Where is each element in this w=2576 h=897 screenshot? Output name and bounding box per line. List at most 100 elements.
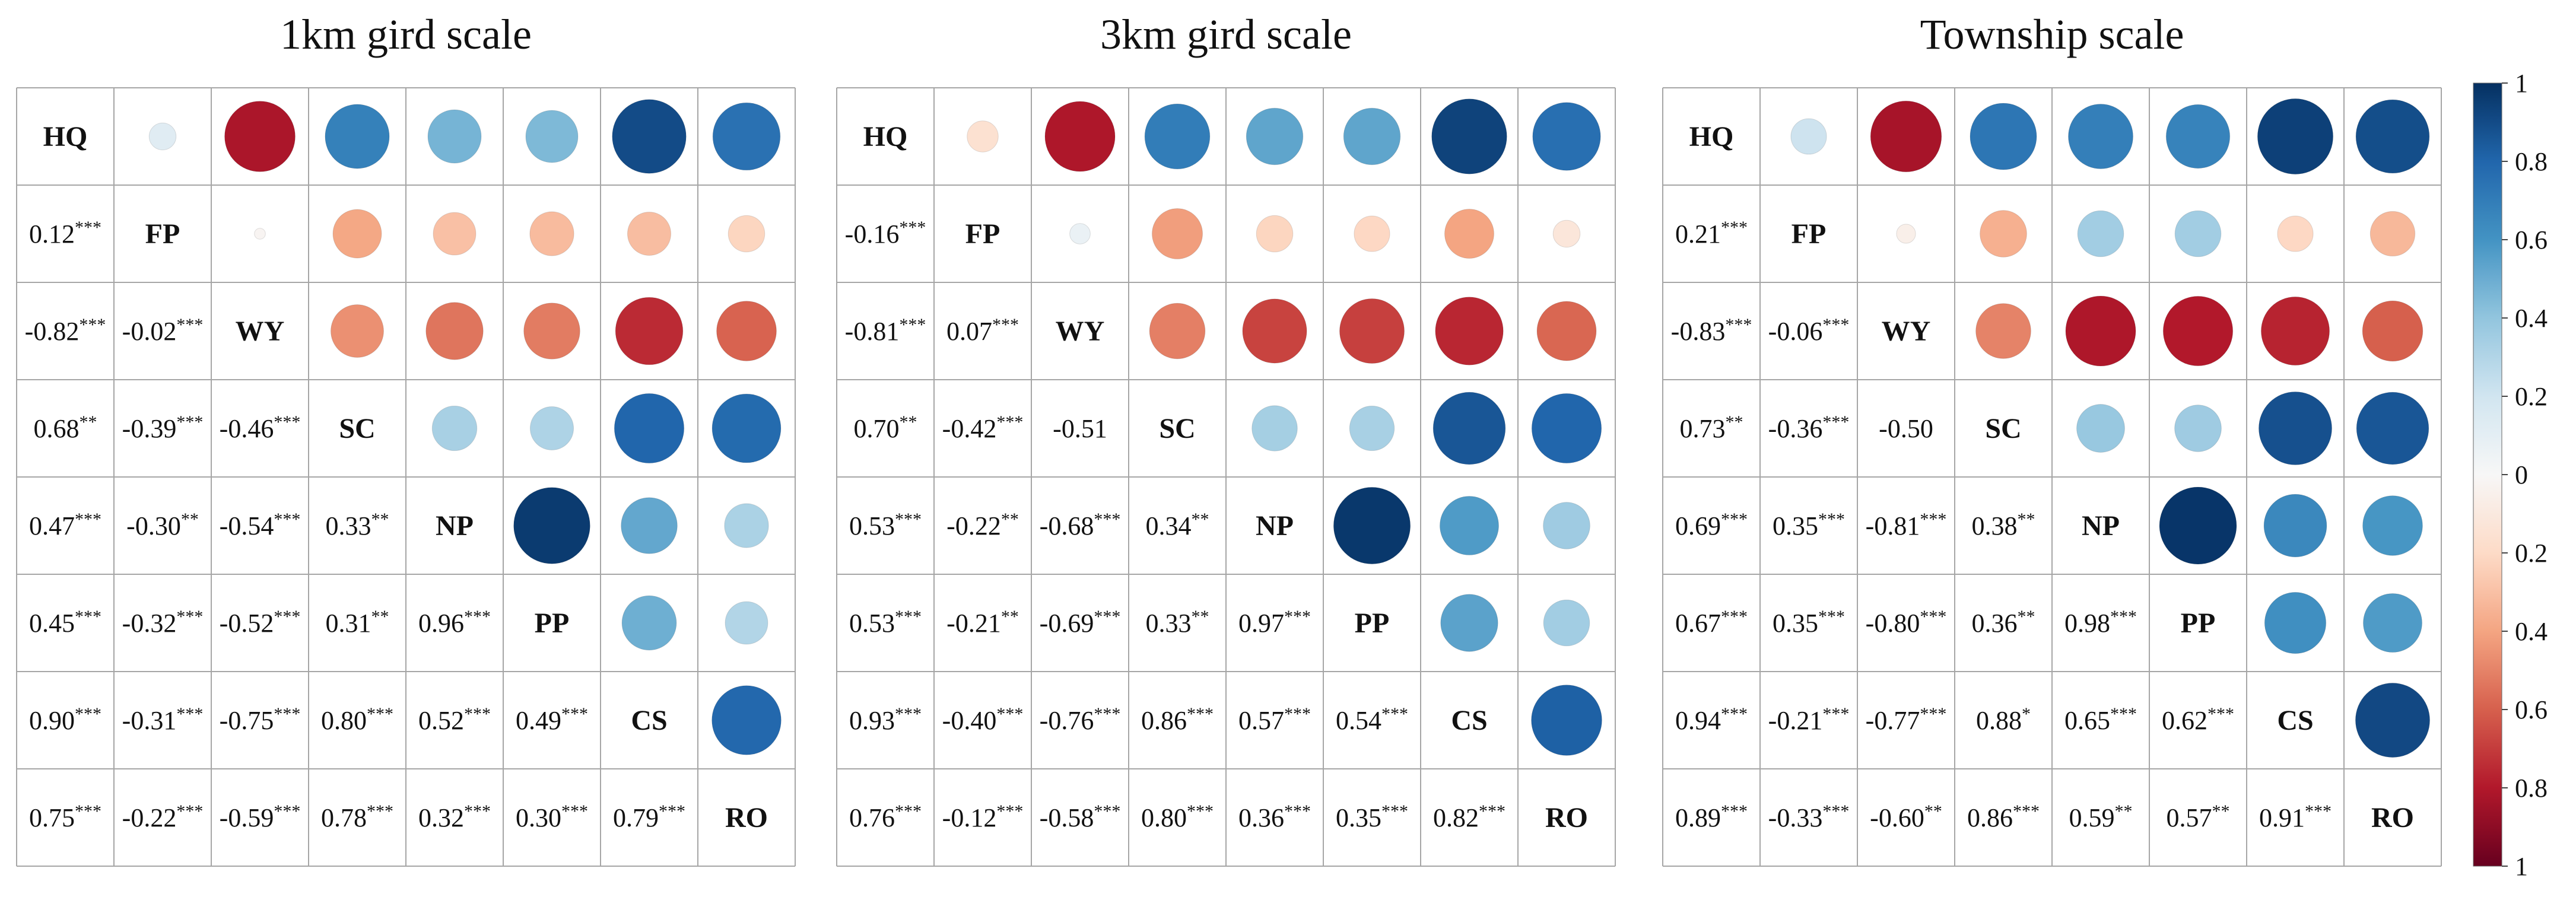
correlation-circle [967, 120, 999, 152]
coefficient-label: -0.22** [946, 510, 1019, 540]
correlation-circle [1149, 303, 1206, 360]
coefficient-label: 0.89*** [1675, 801, 1748, 832]
correlation-circle [1543, 599, 1590, 647]
correlation-circle [513, 487, 590, 564]
correlation-circle [2362, 300, 2423, 362]
variable-label-fp: FP [965, 218, 1000, 250]
variable-label-np: NP [436, 510, 474, 542]
coefficient-label: -0.16*** [845, 218, 926, 249]
correlation-circle [529, 211, 574, 256]
correlation-circle [2362, 495, 2423, 556]
coefficient-label: 0.32*** [418, 801, 491, 832]
coefficient-label: -0.80*** [1866, 607, 1947, 638]
correlation-circle [724, 503, 769, 548]
coefficient-label: 0.67*** [1675, 607, 1748, 638]
coefficient-label: -0.32*** [122, 607, 204, 638]
coefficient-label: 0.47*** [29, 510, 101, 540]
coefficient-label: 0.07*** [946, 315, 1019, 346]
correlation-circle [621, 595, 677, 651]
correlation-circle [2356, 392, 2429, 465]
variable-label-sc: SC [1159, 413, 1195, 444]
coefficient-label: 0.94*** [1675, 704, 1748, 735]
correlation-circle [529, 406, 574, 451]
coefficient-label: 0.80*** [321, 704, 393, 735]
variable-label-pp: PP [1355, 607, 1390, 639]
coefficient-label: 0.35*** [1773, 607, 1845, 638]
variable-label-wy: WY [1056, 316, 1105, 347]
coefficient-label: -0.40*** [942, 704, 1024, 735]
variable-label-hq: HQ [43, 121, 88, 152]
coefficient-label: -0.60** [1870, 801, 1942, 832]
correlation-circle [712, 102, 781, 171]
coefficient-label: 0.80*** [1141, 801, 1214, 832]
coefficient-label: -0.51 [1053, 414, 1107, 443]
coefficient-label: 0.73** [1680, 412, 1743, 443]
coefficient-label: 0.96*** [418, 607, 491, 638]
correlation-circle [1552, 220, 1581, 248]
coefficient-label: 0.68** [34, 412, 97, 443]
correlation-circle [2369, 211, 2416, 257]
correlation-circle [2174, 210, 2222, 257]
coefficient-label: -0.46*** [220, 412, 301, 443]
correlation-circle [2162, 295, 2234, 367]
correlation-circle [1790, 118, 1827, 155]
coefficient-label: 0.97*** [1238, 607, 1311, 638]
coefficient-label: 0.35*** [1773, 510, 1845, 540]
correlation-circle [2076, 404, 2125, 453]
color-bar-gradient [2473, 82, 2502, 867]
correlation-circle [1256, 215, 1294, 253]
correlation-circle [325, 104, 390, 169]
correlation-circle [2174, 405, 2222, 452]
coefficient-label: -0.12*** [942, 801, 1024, 832]
variable-label-np: NP [1256, 510, 1294, 542]
coefficient-label: 0.36** [1972, 607, 2035, 638]
correlation-circle [1532, 102, 1601, 171]
correlation-circle [2264, 591, 2327, 654]
panel-title: Township scale [1920, 11, 2184, 58]
color-bar-tick-label: 0.4 [2515, 617, 2548, 646]
coefficient-label: -0.33*** [1768, 801, 1850, 832]
correlation-circle [1870, 100, 1942, 173]
coefficient-label: -0.76*** [1040, 704, 1121, 735]
correlation-circle [2159, 486, 2237, 565]
correlation-circle [1980, 210, 2027, 257]
coefficient-label: 0.90*** [29, 704, 101, 735]
correlation-circle [2263, 494, 2327, 558]
variable-label-np: NP [2082, 510, 2120, 542]
grid-lines [16, 87, 796, 867]
correlation-circle [612, 99, 687, 174]
correlation-circle [1242, 298, 1307, 364]
coefficient-label: 0.69*** [1675, 510, 1748, 540]
coefficient-label: -0.77*** [1866, 704, 1947, 735]
coefficient-label: -0.42*** [942, 412, 1024, 443]
coefficient-label: 0.53*** [849, 510, 922, 540]
coefficient-label: -0.06*** [1768, 315, 1850, 346]
variable-label-ro: RO [2371, 802, 2414, 834]
variable-label-ro: RO [725, 802, 768, 834]
coefficient-label: 0.86*** [1967, 801, 2040, 832]
correlation-circle [1531, 393, 1602, 464]
coefficient-label: -0.30** [126, 510, 199, 540]
coefficient-label: 0.36*** [1238, 801, 1311, 832]
coefficient-label: 0.45*** [29, 607, 101, 638]
color-bar-tick-label: 0.2 [2515, 382, 2548, 411]
variable-label-fp: FP [1792, 218, 1827, 250]
correlation-circle [1044, 101, 1116, 172]
color-bar-tick-label: 0.6 [2515, 225, 2548, 255]
coefficient-label: 0.57*** [1238, 704, 1311, 735]
coefficient-label: 0.88* [1976, 704, 2031, 735]
correlation-circle [331, 304, 384, 358]
variable-label-cs: CS [2277, 705, 2313, 736]
coefficient-label: -0.81*** [845, 315, 926, 346]
coefficient-label: 0.12*** [29, 218, 101, 249]
coefficient-label: 0.34** [1146, 510, 1209, 540]
correlation-circle [1069, 223, 1091, 244]
coefficient-label: 0.49*** [516, 704, 588, 735]
correlation-circle [525, 110, 579, 163]
correlation-circle [332, 209, 382, 259]
panel-3: Township scale HQ 0.21*** FP -0.83*** -0.06**… [1662, 11, 2442, 867]
correlation-circle [712, 393, 782, 463]
variable-label-pp: PP [2181, 607, 2216, 639]
coefficient-label: 0.30*** [516, 801, 588, 832]
